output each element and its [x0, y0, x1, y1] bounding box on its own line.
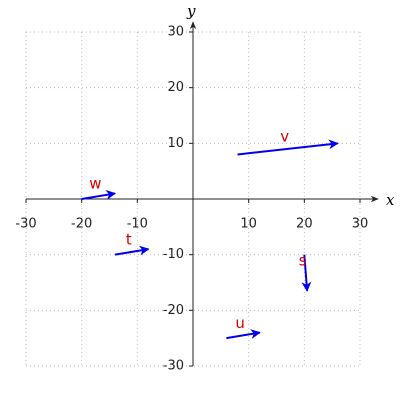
- y-axis-label: y: [186, 2, 196, 20]
- y-tick-label: 30: [167, 25, 184, 40]
- y-tick-label: -10: [163, 247, 184, 262]
- x-tick-label: -20: [71, 217, 92, 232]
- vector-arrow: [237, 139, 339, 156]
- vector-label: w: [89, 175, 101, 193]
- vector-arrow: [114, 245, 150, 256]
- x-axis-label: x: [386, 191, 395, 209]
- vector-arrow: [226, 329, 261, 340]
- x-tick-label: 30: [352, 217, 369, 232]
- y-tick-label: 10: [167, 136, 184, 151]
- x-tick-label: 10: [240, 217, 257, 232]
- x-tick-label: 20: [296, 217, 313, 232]
- vector-label: s: [299, 251, 307, 269]
- vector-label: t: [126, 230, 132, 248]
- vector-label: u: [235, 314, 245, 332]
- vector-label: v: [280, 127, 289, 145]
- y-tick-label: -20: [163, 303, 184, 318]
- vector-arrow: [81, 189, 117, 200]
- x-tick-label: -30: [15, 217, 36, 232]
- x-tick-label: -10: [127, 217, 148, 232]
- y-tick-label: 20: [167, 80, 184, 95]
- vector-arrow: [301, 254, 312, 292]
- y-tick-label: -30: [163, 359, 184, 374]
